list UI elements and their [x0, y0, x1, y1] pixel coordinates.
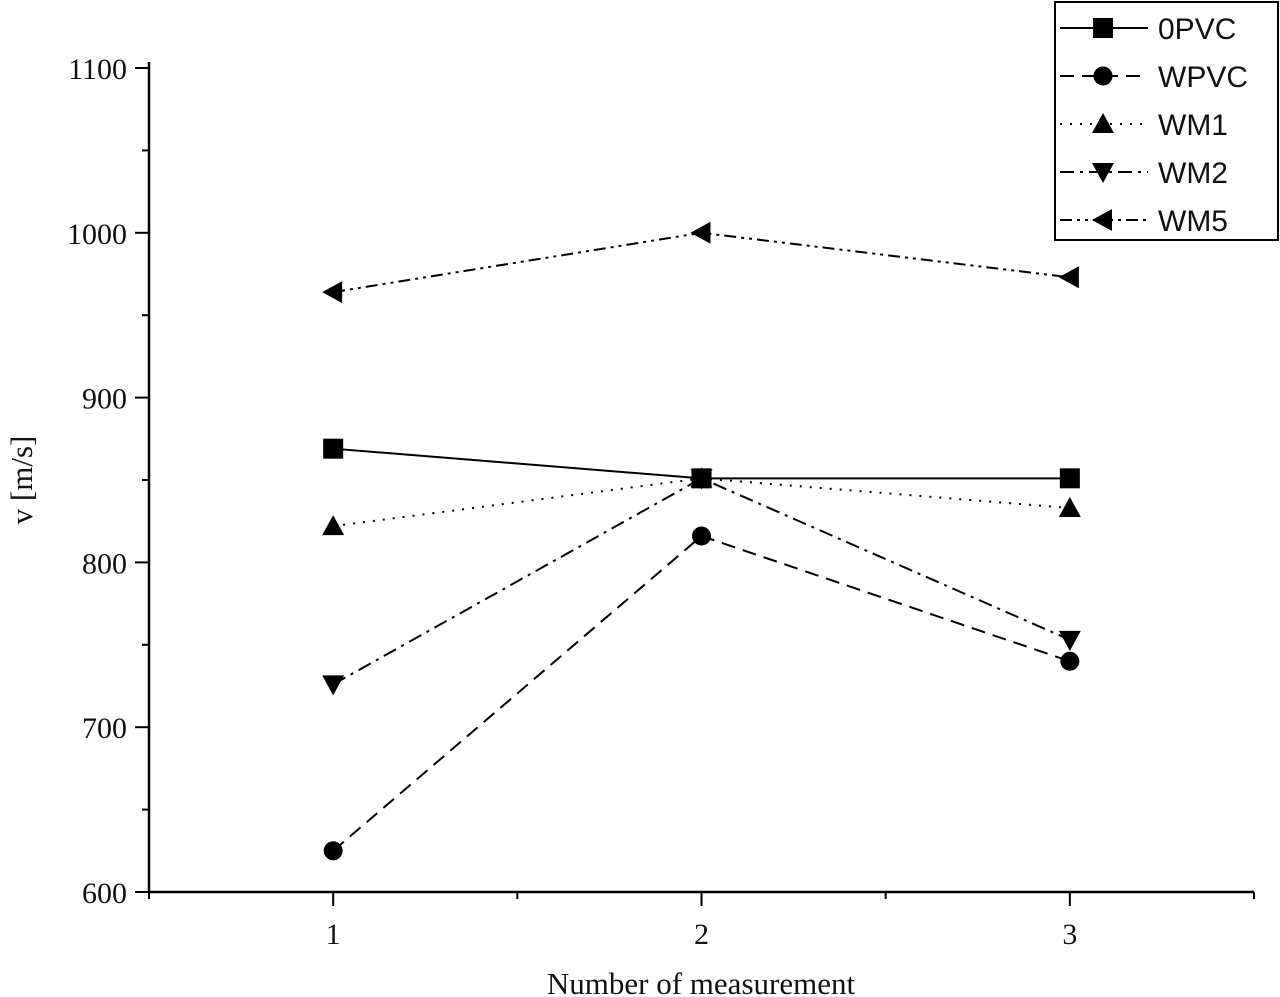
data-point-wm1	[322, 515, 345, 536]
x-tick-label: 1	[326, 918, 341, 951]
data-point-wm2	[322, 675, 345, 696]
series-layer	[322, 221, 1081, 861]
legend-marker-wm2	[1092, 163, 1114, 183]
data-point-wpvc	[1060, 651, 1080, 671]
y-tick-label: 1000	[67, 218, 127, 251]
legend-marker-wm5	[1092, 209, 1112, 231]
series-line-wpvc	[332, 534, 1071, 852]
data-point-wpvc	[692, 526, 711, 546]
axes: 600 700 800 900 1000 1100 1 2 3	[67, 53, 1255, 951]
legend-label-wpvc: WPVC	[1158, 61, 1248, 94]
data-point-wm1	[1058, 497, 1081, 518]
data-point-0pvc	[1059, 468, 1080, 489]
series-line-wm5	[333, 231, 1070, 294]
data-point-wm5	[1058, 266, 1079, 289]
y-tick-label: 700	[82, 712, 127, 745]
legend-box	[1054, 1, 1279, 241]
series-wm2	[322, 469, 1081, 696]
legend-label-0pvc: 0PVC	[1158, 13, 1236, 46]
data-point-wm2	[1058, 630, 1081, 651]
data-point-wpvc	[323, 841, 343, 861]
y-tick-label: 800	[82, 547, 127, 580]
series-wpvc	[323, 526, 1080, 861]
legend-marker-wpvc	[1093, 66, 1113, 86]
data-point-0pvc	[323, 438, 344, 459]
legend-label-wm5: WM5	[1158, 205, 1228, 238]
data-point-wm2	[690, 469, 713, 490]
x-axis-title: Number of measurement	[547, 966, 856, 997]
legend: 0PVC WPVC WM1 WM2 WM5	[1054, 1, 1279, 241]
legend-marker-wm1	[1092, 113, 1114, 133]
y-tick-label: 1100	[68, 53, 127, 86]
y-axis-title: v [m/s]	[4, 436, 39, 525]
x-tick-label: 3	[1062, 918, 1077, 951]
series-line-wm2	[332, 477, 1071, 686]
legend-label-wm2: WM2	[1158, 157, 1228, 190]
x-tick-label: 2	[694, 918, 709, 951]
legend-marker-0pvc	[1093, 18, 1113, 38]
series-wm5	[322, 221, 1079, 304]
y-tick-label: 900	[82, 383, 127, 416]
y-tick-label: 600	[82, 877, 127, 910]
legend-label-wm1: WM1	[1158, 109, 1228, 142]
data-point-wm5	[690, 221, 711, 244]
data-point-wm5	[322, 281, 343, 304]
